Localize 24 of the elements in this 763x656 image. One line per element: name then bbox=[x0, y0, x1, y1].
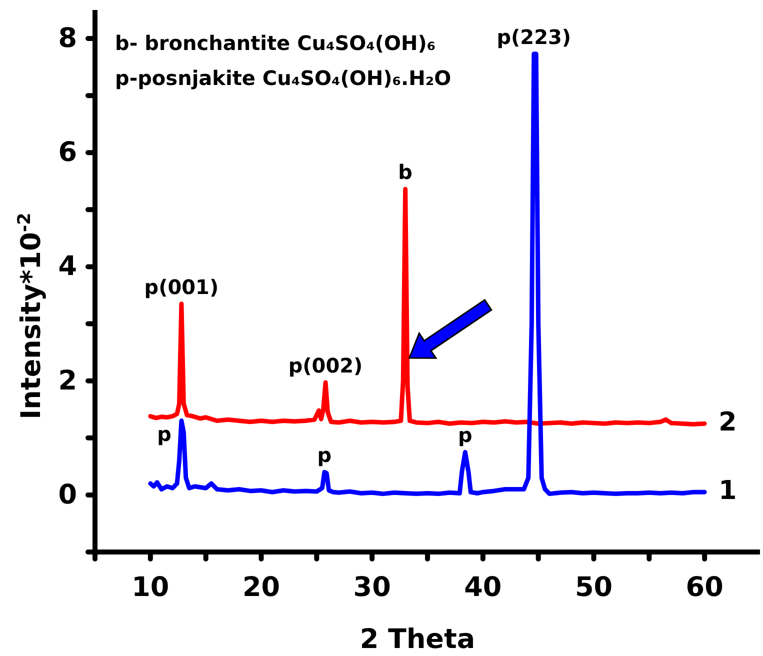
line-series bbox=[148, 186, 707, 426]
annotation: p(001) bbox=[144, 274, 219, 299]
x-tick-label: 60 bbox=[686, 572, 724, 603]
y-tick-label: 2 bbox=[58, 365, 77, 396]
x-tick-label: 10 bbox=[132, 572, 170, 603]
x-tick-label: 50 bbox=[574, 572, 613, 603]
y-tick-label: 8 bbox=[58, 23, 77, 54]
y-tick-label: 0 bbox=[58, 479, 77, 510]
annotation: p(223) bbox=[496, 24, 572, 49]
x-tick-label: 40 bbox=[464, 572, 502, 603]
annotation: b bbox=[398, 160, 412, 184]
y-tick-label: 4 bbox=[58, 251, 77, 282]
x-tick-label: 30 bbox=[353, 572, 391, 603]
series-label: 1 bbox=[718, 476, 737, 506]
annotation: p bbox=[458, 423, 472, 448]
y-tick-label: 6 bbox=[58, 137, 77, 168]
x-axis-title: 2 Theta bbox=[360, 624, 476, 655]
annotation: p bbox=[317, 443, 332, 468]
annotation: b- bronchantite Cu₄SO₄(OH)₆ bbox=[115, 31, 436, 55]
annotation: p-posnjakite Cu₄SO₄(OH)₆.H₂O bbox=[115, 66, 452, 90]
annotation: p(002) bbox=[288, 354, 363, 378]
series-label: 2 bbox=[718, 408, 737, 438]
x-tick-label: 20 bbox=[242, 572, 280, 603]
annotation: p bbox=[157, 422, 172, 446]
